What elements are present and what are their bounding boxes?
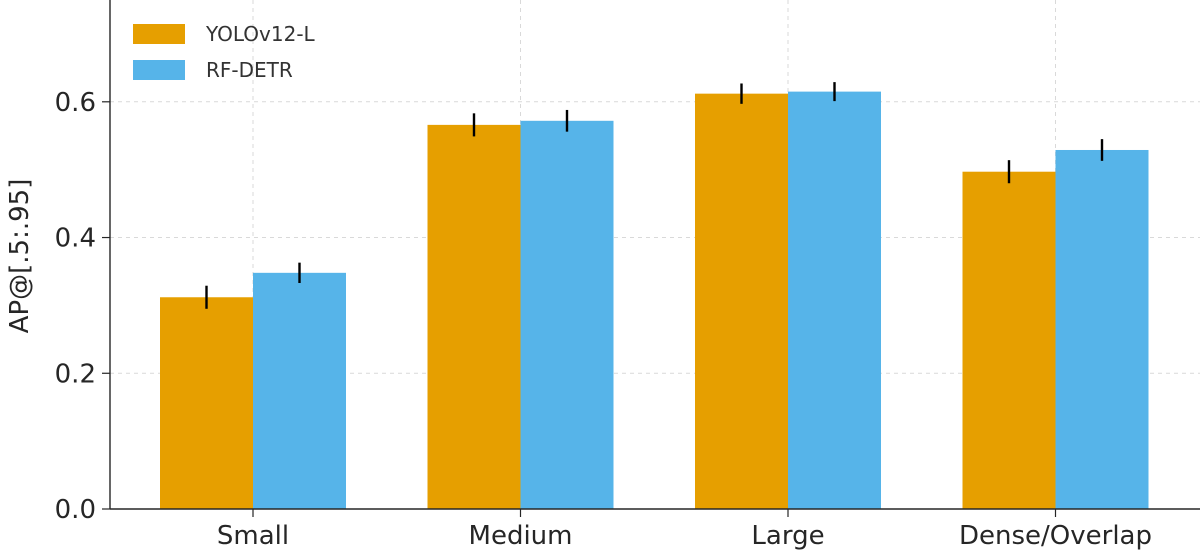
legend-label: YOLOv12-L bbox=[205, 22, 316, 46]
x-tick-label: Large bbox=[751, 521, 824, 551]
y-tick-label: 0.4 bbox=[55, 224, 96, 254]
bars bbox=[160, 91, 1149, 510]
y-tick-label: 0.0 bbox=[55, 495, 96, 525]
legend-label: RF-DETR bbox=[206, 58, 293, 82]
y-axis-title: AP@[.5:.95] bbox=[5, 179, 35, 334]
error-bars bbox=[205, 82, 1104, 309]
bar-rf-detr-medium bbox=[520, 120, 614, 509]
bar-rf-detr-small bbox=[253, 272, 346, 509]
bar-yolov12-l-small bbox=[160, 297, 253, 509]
bar-yolov12-l-medium bbox=[427, 124, 521, 509]
bar-rf-detr-large bbox=[788, 91, 881, 510]
bar-yolov12-l-dense-overlap bbox=[962, 171, 1056, 509]
legend-swatch bbox=[133, 24, 185, 44]
x-tick-label: Dense/Overlap bbox=[959, 521, 1152, 551]
legend-swatch bbox=[133, 60, 185, 80]
axes: 0.0 0.2 0.4 0.6 Small Medium Large Dense/Overla… bbox=[55, 0, 1200, 551]
y-tick-label: 0.6 bbox=[55, 88, 96, 118]
bar-rf-detr-dense-overlap bbox=[1055, 149, 1149, 509]
x-tick-label: Small bbox=[217, 521, 289, 551]
x-tick-label: Medium bbox=[469, 521, 573, 551]
bar-yolov12-l-large bbox=[695, 93, 788, 509]
y-tick-label: 0.2 bbox=[55, 359, 96, 389]
legend: YOLOv12-L RF-DETR bbox=[133, 22, 316, 82]
